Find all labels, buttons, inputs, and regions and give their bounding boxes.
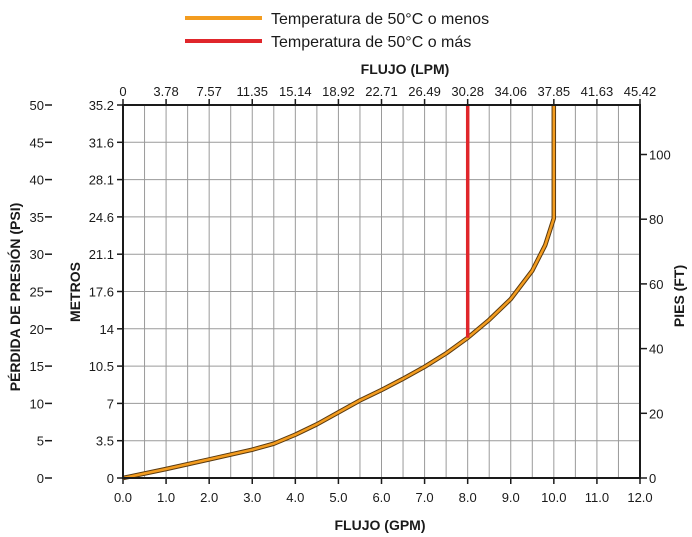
plot-frame <box>122 104 641 479</box>
left-outer-tick-label: 35 <box>30 210 44 225</box>
left-inner-tick-label: 24.6 <box>89 210 114 225</box>
bottom-tick-label: 0.0 <box>114 490 132 505</box>
top-tick-label: 41.63 <box>581 84 614 99</box>
top-tick-label: 34.06 <box>494 84 527 99</box>
top-tick-label: 30.28 <box>451 84 484 99</box>
top-tick-label: 15.14 <box>279 84 312 99</box>
left-inner-tick-label: 14 <box>100 322 114 337</box>
left-inner-tick-label: 3.5 <box>96 434 114 449</box>
left-outer-tick-label: 5 <box>37 434 44 449</box>
left-outer-tick-label: 10 <box>30 396 44 411</box>
bottom-tick-label: 9.0 <box>502 490 520 505</box>
series <box>122 105 557 481</box>
top-tick-label: 0 <box>119 84 126 99</box>
bottom-tick-label: 10.0 <box>541 490 566 505</box>
left-inner-tick-label: 35.2 <box>89 98 114 113</box>
left-inner-tick-label: 7 <box>107 396 114 411</box>
top-tick-label: 22.71 <box>365 84 398 99</box>
bottom-tick-label: 7.0 <box>416 490 434 505</box>
bottom-tick-label: 11.0 <box>585 490 609 505</box>
bottom-tick-label: 5.0 <box>329 490 347 505</box>
left-outer-tick-label: 25 <box>30 285 44 300</box>
bottom-tick-label: 12.0 <box>627 490 652 505</box>
left-outer-tick-label: 40 <box>30 173 44 188</box>
top-tick-label: 7.57 <box>197 84 222 99</box>
right-axis-title: PIES (FT) <box>671 265 687 327</box>
left-outer-tick-label: 15 <box>30 359 44 374</box>
legend-label-high-temp: Temperatura de 50°C o más <box>271 34 471 51</box>
bottom-tick-label: 4.0 <box>286 490 304 505</box>
top-tick-label: 18.92 <box>322 84 355 99</box>
top-tick-label: 45.42 <box>624 84 657 99</box>
left-outer-tick-label: 45 <box>30 135 44 150</box>
grid <box>123 105 640 478</box>
right-tick-label: 60 <box>649 277 663 292</box>
top-tick-label: 11.35 <box>236 84 268 99</box>
legend: Temperatura de 50°C o menos Temperatura … <box>185 11 489 51</box>
bottom-tick-label: 8.0 <box>459 490 477 505</box>
left-outer-tick-label: 50 <box>30 98 44 113</box>
top-axis-title: FLUJO (LPM) <box>361 61 450 77</box>
top-tick-label: 37.85 <box>538 84 571 99</box>
left-inner-axis-title: METROS <box>67 262 83 322</box>
series-line-low-temp <box>122 105 556 480</box>
left-outer-tick-label: 30 <box>30 247 44 262</box>
left-inner-tick-label: 17.6 <box>89 285 114 300</box>
left-inner-tick-label: 28.1 <box>89 173 114 188</box>
top-tick-label: 3.78 <box>153 84 178 99</box>
bottom-tick-label: 2.0 <box>200 490 218 505</box>
ticks: 0.0 1.0 2.0 3.0 4.0 5.0 6.0 7.0 8.0 9.0 10.0 11.0 12… <box>30 84 671 505</box>
legend-label-low-temp: Temperatura de 50°C o menos <box>271 11 489 28</box>
top-tick-label: 26.49 <box>408 84 441 99</box>
bottom-axis-title: FLUJO (GPM) <box>335 517 426 533</box>
left-outer-tick-label: 20 <box>30 322 44 337</box>
left-inner-tick-label: 0 <box>107 471 114 486</box>
left-inner-tick-label: 31.6 <box>89 135 114 150</box>
right-tick-label: 40 <box>649 342 663 357</box>
right-tick-label: 20 <box>649 406 663 421</box>
left-inner-tick-label: 21.1 <box>89 247 114 262</box>
left-outer-axis-title: PÉRDIDA DE PRESIÓN (PSI) <box>6 203 23 392</box>
bottom-tick-label: 3.0 <box>243 490 261 505</box>
bottom-tick-label: 6.0 <box>372 490 390 505</box>
bottom-tick-label: 1.0 <box>157 490 175 505</box>
left-outer-tick-label: 0 <box>37 471 44 486</box>
right-tick-label: 0 <box>649 471 656 486</box>
right-tick-label: 80 <box>649 212 663 227</box>
right-tick-label: 100 <box>649 147 671 162</box>
left-inner-tick-label: 10.5 <box>89 359 114 374</box>
